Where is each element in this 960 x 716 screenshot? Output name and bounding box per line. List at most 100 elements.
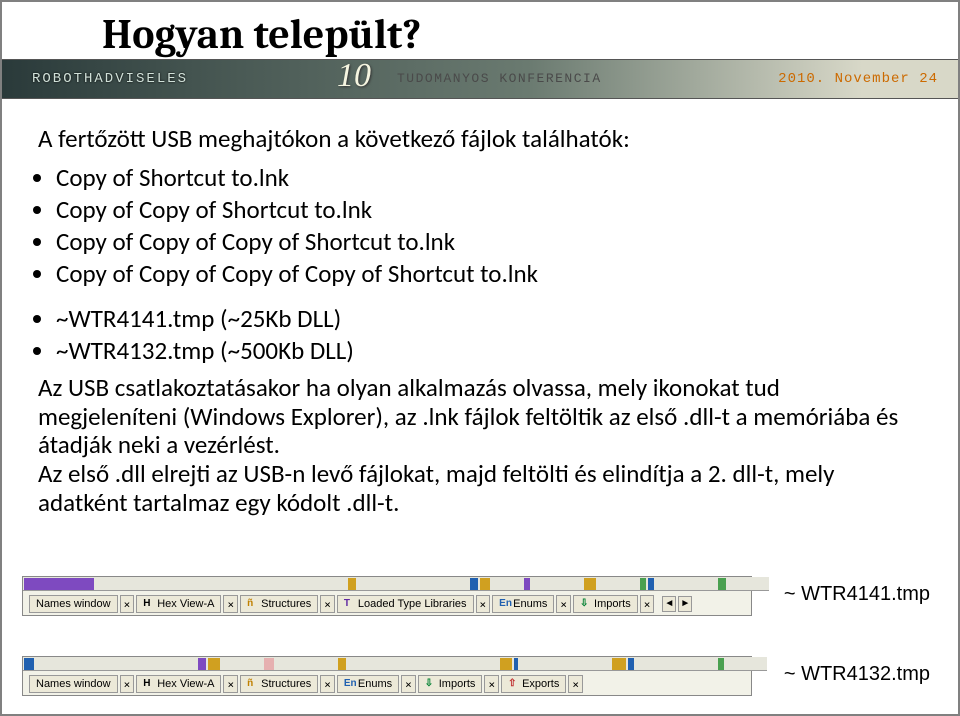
close-icon[interactable]: × — [124, 598, 131, 611]
conference-banner: ROBOTHADVISELES 10 TUDOMANYOS KONFERENCI… — [2, 59, 958, 99]
tab-label: Imports — [594, 598, 631, 610]
tab-label: Enums — [358, 678, 392, 690]
scroll-right-icon[interactable]: ► — [678, 596, 692, 612]
tab-label: Names window — [36, 678, 111, 690]
ida-tab[interactable]: EnEnums — [337, 675, 399, 693]
file-item: Copy of Shortcut to.lnk — [56, 162, 958, 193]
file-item: Copy of Copy of Shortcut to.lnk — [56, 194, 958, 225]
ida-tabbar-2: Names window × H Hex View-A × ñ Structures × EnE… — [22, 656, 752, 696]
para-line: Az USB csatlakoztatásakor ha olyan alkal… — [38, 372, 898, 461]
close-icon[interactable]: × — [227, 598, 234, 611]
scroll-left-icon[interactable]: ◄ — [662, 596, 676, 612]
file-item: Copy of Copy of Copy of Shortcut to.lnk — [56, 226, 958, 257]
close-icon[interactable]: × — [227, 678, 234, 691]
strip-segment — [24, 578, 94, 590]
tab-close-button[interactable]: × — [556, 595, 571, 613]
tab-close-button[interactable]: × — [223, 675, 238, 693]
strip-segment — [728, 578, 768, 590]
banner-brand: ROBOTHADVISELES — [32, 71, 188, 87]
tab-label: Exports — [522, 678, 559, 690]
banner-number: 10 — [337, 59, 371, 95]
tab-label: Hex View-A — [157, 678, 214, 690]
ida-tabs: Names window × HHex View-A × ñStructures × TLo… — [23, 593, 692, 615]
strip-segment — [470, 578, 478, 590]
close-icon[interactable]: × — [644, 598, 651, 611]
strip-segment — [524, 578, 530, 590]
tab-icon: ⇩ — [425, 679, 435, 689]
strip-segment — [198, 658, 206, 670]
tab-close-button[interactable]: × — [476, 595, 491, 613]
tab-close-button[interactable]: × — [484, 675, 499, 693]
color-strip — [23, 657, 767, 671]
ida-tab[interactable]: Names window — [29, 675, 118, 693]
strip-segment — [628, 658, 634, 670]
tab-label: Enums — [513, 598, 547, 610]
strip-segment — [532, 578, 582, 590]
close-icon[interactable]: × — [324, 598, 331, 611]
ida-tab[interactable]: ⇧ Exports — [501, 675, 566, 693]
strip-segment — [480, 578, 490, 590]
strip-segment — [584, 578, 596, 590]
file-label-1: ~ WTR4141.tmp — [784, 583, 930, 606]
strip-segment — [514, 658, 518, 670]
tab-icon: T — [344, 599, 354, 609]
strip-segment — [656, 578, 716, 590]
file-item: ~WTR4132.tmp (~500Kb DLL) — [56, 335, 958, 366]
ida-tab[interactable]: H Hex View-A — [136, 675, 221, 693]
strip-segment — [520, 658, 610, 670]
strip-segment — [718, 578, 726, 590]
tab-label: Hex View-A — [157, 598, 214, 610]
color-strip — [23, 577, 769, 591]
file-list: Copy of Shortcut to.lnk Copy of Copy of … — [56, 162, 958, 366]
strip-segment — [276, 658, 336, 670]
tab-icon: ⇩ — [580, 599, 590, 609]
tab-label: Structures — [261, 678, 311, 690]
tab-label: Names window — [36, 598, 111, 610]
close-icon[interactable]: × — [124, 678, 131, 691]
close-icon[interactable]: × — [560, 598, 567, 611]
ida-tab[interactable]: ⇩Imports — [418, 675, 483, 693]
file-label-2: ~ WTR4132.tmp — [784, 663, 930, 686]
strip-segment — [338, 658, 346, 670]
strip-segment — [500, 658, 512, 670]
strip-segment — [636, 658, 716, 670]
tab-close-button[interactable]: × — [120, 595, 135, 613]
file-item: ~WTR4141.tmp (~25Kb DLL) — [56, 303, 958, 334]
ida-tab[interactable]: ⇩ Imports — [573, 595, 638, 613]
ida-tab[interactable]: ñ Structures — [240, 675, 318, 693]
explanation-paragraph: Az USB csatlakoztatásakor ha olyan alkal… — [38, 374, 922, 518]
tab-close-button[interactable]: × — [640, 595, 655, 613]
close-icon[interactable]: × — [480, 598, 487, 611]
ida-tab[interactable]: EnEnums — [492, 595, 554, 613]
tab-icon: H — [143, 679, 153, 689]
strip-segment — [36, 658, 196, 670]
slide-title: Hogyan települt? — [102, 10, 958, 59]
tab-icon: ñ — [247, 679, 257, 689]
tab-icon: ⇧ — [508, 679, 518, 689]
banner-date: 2010. November 24 — [778, 71, 938, 87]
slide: Hogyan települt? ROBOTHADVISELES 10 TUDO… — [0, 0, 960, 716]
ida-tab[interactable]: TLoaded Type Libraries — [337, 595, 474, 613]
strip-segment — [726, 658, 766, 670]
tab-close-button[interactable]: × — [401, 675, 416, 693]
strip-segment — [718, 658, 724, 670]
close-icon[interactable]: × — [405, 678, 412, 691]
ida-tab[interactable]: ñStructures — [240, 595, 318, 613]
strip-segment — [492, 578, 522, 590]
ida-tab[interactable]: Names window — [29, 595, 118, 613]
strip-segment — [648, 578, 654, 590]
strip-segment — [598, 578, 638, 590]
close-icon[interactable]: × — [488, 678, 495, 691]
tab-close-button[interactable]: × — [320, 675, 335, 693]
strip-segment — [612, 658, 626, 670]
ida-tabs: Names window × H Hex View-A × ñ Structures × EnE… — [23, 673, 583, 695]
tab-close-button[interactable]: × — [320, 595, 335, 613]
strip-segment — [264, 658, 274, 670]
tab-scroll-arrows: ◄► — [662, 596, 692, 612]
tab-close-button[interactable]: × — [120, 675, 135, 693]
close-icon[interactable]: × — [572, 678, 579, 691]
tab-close-button[interactable]: × — [223, 595, 238, 613]
close-icon[interactable]: × — [324, 678, 331, 691]
tab-close-button[interactable]: × — [568, 675, 583, 693]
ida-tab[interactable]: HHex View-A — [136, 595, 221, 613]
